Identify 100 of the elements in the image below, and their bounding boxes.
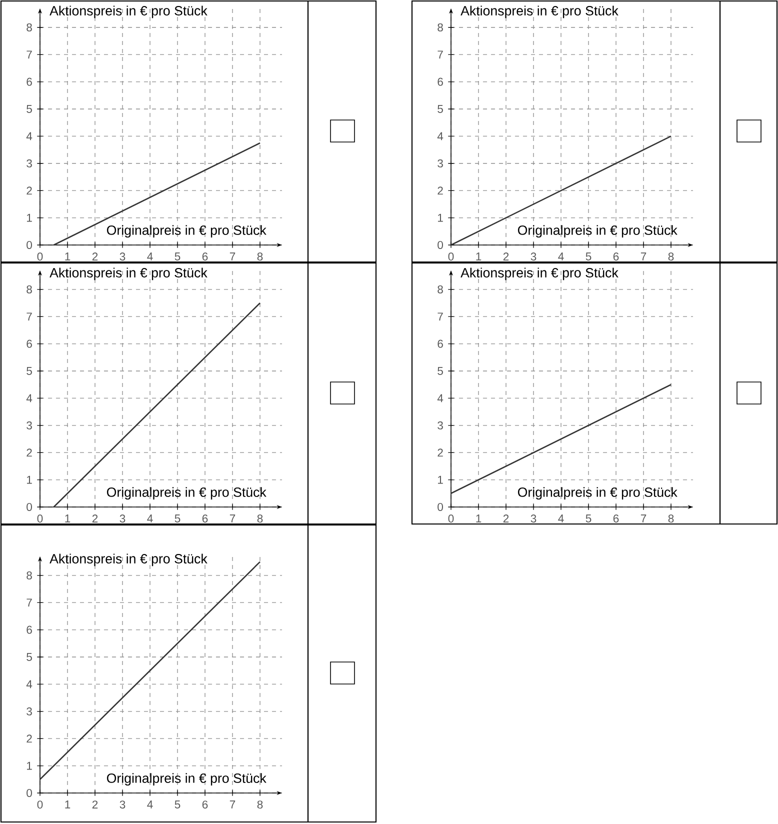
y-tick-label: 0 — [438, 240, 444, 249]
y-tick-label: 0 — [438, 502, 444, 511]
y-tick-label: 4 — [26, 680, 32, 688]
x-tick-label: 1 — [65, 252, 70, 260]
x-tick-label: 7 — [230, 252, 236, 260]
y-tick-label: 8 — [26, 571, 32, 580]
x-tick-label: 6 — [613, 514, 619, 523]
x-tick-label: 3 — [120, 800, 126, 809]
x-tick-label: 5 — [174, 252, 180, 260]
y-tick-label: 4 — [437, 394, 444, 402]
y-axis-title: Aktionspreis in € pro Stück — [50, 6, 208, 18]
y-tick-label: 6 — [438, 340, 443, 348]
x-tick-label: 0 — [37, 252, 43, 261]
y-tick-label: 0 — [26, 502, 32, 511]
x-tick-label: 5 — [586, 252, 592, 260]
y-tick-label: 0 — [26, 788, 32, 798]
y-tick-label: 4 — [26, 132, 32, 140]
x-tick-label: 1 — [476, 252, 482, 260]
x-tick-label: 1 — [65, 800, 70, 808]
x-tick-label: 2 — [92, 252, 98, 260]
x-tick-label: 2 — [92, 800, 98, 808]
y-tick-label: 8 — [438, 285, 443, 294]
y-tick-label: 6 — [26, 626, 32, 634]
y-tick-label: 2 — [26, 734, 32, 743]
x-tick-label: 7 — [640, 514, 646, 522]
x-axis-title: Originalpreis in € pro Stück — [518, 487, 678, 500]
y-tick-label: 6 — [26, 78, 32, 86]
x-tick-label: 2 — [503, 252, 509, 260]
x-tick-label: 5 — [586, 514, 592, 522]
y-tick-label: 1 — [438, 476, 443, 484]
y-axis-title: Aktionspreis in € pro Stück — [50, 268, 208, 280]
x-tick-label: 4 — [147, 800, 153, 808]
y-tick-label: 7 — [438, 50, 443, 58]
y-tick-label: 6 — [438, 78, 443, 86]
x-tick-label: 3 — [530, 252, 536, 261]
y-tick-label: 8 — [26, 23, 32, 32]
y-tick-label: 3 — [438, 421, 443, 430]
y-tick-label: 3 — [26, 707, 32, 716]
x-axis-title: Originalpreis in € pro Stück — [106, 225, 266, 238]
y-tick-label: 5 — [438, 367, 443, 375]
x-tick-label: 0 — [37, 800, 43, 809]
y-tick-label: 2 — [26, 186, 32, 195]
x-tick-label: 4 — [147, 514, 153, 522]
x-tick-label: 0 — [448, 252, 454, 261]
x-tick-label: 8 — [668, 252, 674, 261]
x-tick-label: 6 — [202, 514, 208, 523]
x-axis-title: Originalpreis in € pro Stück — [518, 225, 678, 238]
x-tick-label: 5 — [174, 514, 180, 522]
y-tick-label: 1 — [27, 762, 32, 770]
x-tick-label: 1 — [476, 514, 482, 522]
y-axis-title: Aktionspreis in € pro Stück — [460, 6, 618, 18]
y-tick-label: 5 — [26, 367, 32, 375]
y-tick-label: 8 — [438, 23, 443, 32]
x-tick-label: 2 — [503, 514, 509, 522]
y-tick-label: 6 — [26, 340, 32, 348]
x-axis-title: Originalpreis in € pro Stück — [106, 487, 266, 500]
x-tick-label: 4 — [558, 252, 564, 260]
x-tick-label: 0 — [448, 514, 454, 523]
y-axis-title: Aktionspreis in € pro Stück — [50, 554, 208, 566]
x-tick-label: 4 — [147, 252, 153, 260]
y-tick-label: 2 — [438, 186, 443, 195]
x-tick-label: 3 — [530, 514, 536, 523]
x-tick-label: 6 — [613, 252, 619, 261]
y-tick-label: 4 — [26, 394, 32, 402]
y-tick-label: 1 — [27, 214, 32, 222]
x-tick-label: 8 — [257, 252, 263, 261]
y-tick-label: 1 — [27, 476, 32, 484]
y-axis-title: Aktionspreis in € pro Stück — [460, 268, 618, 280]
y-tick-label: 0 — [26, 240, 32, 249]
y-tick-label: 2 — [438, 448, 443, 457]
y-tick-label: 4 — [437, 132, 444, 140]
y-tick-label: 7 — [438, 312, 443, 320]
y-tick-label: 2 — [26, 448, 32, 457]
x-tick-label: 7 — [230, 514, 236, 522]
x-tick-label: 8 — [668, 514, 674, 523]
y-tick-label: 5 — [26, 105, 32, 113]
y-tick-label: 5 — [26, 653, 32, 661]
x-tick-label: 4 — [558, 514, 564, 522]
y-tick-label: 5 — [438, 105, 443, 113]
y-tick-label: 7 — [26, 312, 32, 320]
x-tick-label: 8 — [257, 514, 263, 523]
x-tick-label: 3 — [120, 252, 126, 261]
y-tick-label: 7 — [26, 598, 32, 606]
y-tick-label: 1 — [438, 214, 443, 222]
x-tick-label: 6 — [202, 252, 208, 261]
x-axis-title: Originalpreis in € pro Stück — [106, 773, 266, 786]
x-tick-label: 1 — [65, 514, 70, 522]
y-tick-label: 3 — [26, 421, 32, 430]
x-tick-label: 5 — [174, 800, 180, 808]
x-tick-label: 6 — [202, 800, 208, 809]
x-tick-label: 2 — [92, 514, 98, 522]
y-tick-label: 3 — [26, 159, 32, 168]
y-tick-label: 3 — [438, 159, 443, 168]
x-tick-label: 0 — [37, 514, 43, 523]
y-tick-label: 7 — [26, 50, 32, 58]
x-tick-label: 7 — [230, 800, 236, 808]
x-tick-label: 8 — [257, 800, 263, 809]
x-tick-label: 3 — [120, 514, 126, 523]
x-tick-label: 7 — [640, 252, 646, 260]
y-tick-label: 8 — [26, 285, 32, 294]
